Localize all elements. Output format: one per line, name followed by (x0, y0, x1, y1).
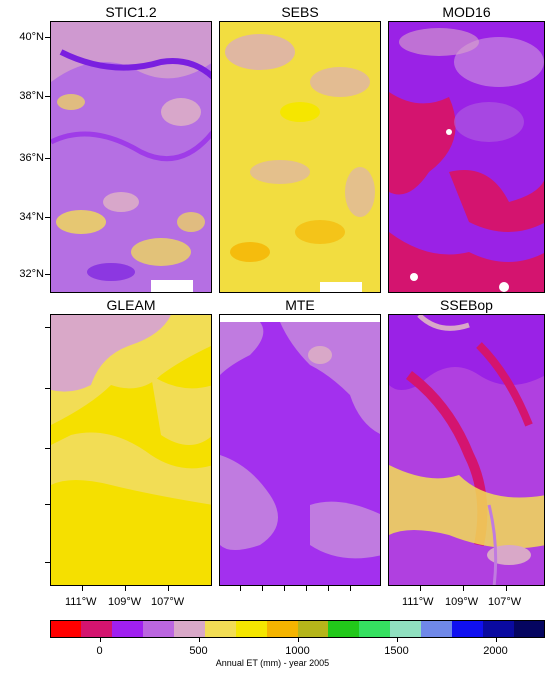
lon-tick (82, 586, 83, 591)
colorbar-cell (266, 620, 298, 638)
panel-title-sebs: SEBS (281, 4, 319, 20)
lat-tick (45, 37, 50, 38)
colorbar-tick (297, 638, 299, 642)
colorbar-tick-label: 2000 (483, 645, 508, 657)
colorbar-cell (359, 620, 391, 638)
colorbar-cell (142, 620, 175, 638)
lon-label-107w-right: 107°W (488, 596, 522, 608)
lon-label-111w-right: 111°W (402, 596, 434, 608)
lat-label-32n: 32°N (19, 268, 44, 280)
colorbar-tick (99, 638, 101, 642)
lon-tick (328, 586, 329, 591)
lon-label-111w: 111°W (65, 596, 97, 608)
lat-label-38n: 38°N (19, 90, 44, 102)
colorbar-cell (80, 620, 113, 638)
lon-tick (168, 586, 169, 591)
colorbar-cell (235, 620, 268, 638)
lon-tick (306, 586, 307, 591)
lon-tick (240, 586, 241, 591)
lon-label-109w-right: 109°W (445, 596, 479, 608)
map-gleam (51, 315, 211, 585)
panel-title-mod16: MOD16 (442, 4, 491, 20)
colorbar-cell (204, 620, 237, 638)
panel-title-mte: MTE (285, 297, 315, 313)
lat-tick (45, 327, 50, 328)
panel-title-gleam: GLEAM (106, 297, 156, 313)
colorbar-cell (483, 620, 515, 638)
map-panel-mte (219, 314, 381, 586)
lat-tick (45, 96, 50, 97)
map-ssebop (389, 315, 544, 585)
map-panel-stic (50, 21, 212, 293)
map-panel-ssebop (388, 314, 545, 586)
lon-tick (350, 586, 351, 591)
colorbar-tick-label: 0 (96, 645, 103, 657)
lat-tick (45, 388, 50, 389)
map-panel-mod16 (388, 21, 545, 293)
colorbar-tick (198, 638, 200, 642)
map-mte (220, 315, 380, 585)
colorbar-tick-label: 500 (189, 645, 208, 657)
colorbar-frame (50, 620, 545, 638)
map-stic (51, 22, 211, 292)
lon-tick (262, 586, 263, 591)
colorbar-cell (328, 620, 360, 638)
lat-tick (45, 562, 50, 563)
map-panel-gleam (50, 314, 212, 586)
colorbar-cell (111, 620, 144, 638)
lat-tick (45, 217, 50, 218)
colorbar-tick (495, 638, 497, 642)
colorbar-cell (390, 620, 422, 638)
colorbar-tick-label: 1500 (384, 645, 409, 657)
colorbar-title: Annual ET (mm) - year 2005 (215, 658, 330, 668)
lat-tick (45, 274, 50, 275)
map-panel-sebs (219, 21, 381, 293)
lat-label-40n: 40°N (19, 31, 44, 43)
colorbar-tick-label: 1000 (285, 645, 310, 657)
colorbar-cell (514, 620, 545, 638)
lat-label-36n: 36°N (19, 152, 44, 164)
lon-tick (420, 586, 421, 591)
lon-label-107w: 107°W (151, 596, 185, 608)
map-mod16 (389, 22, 544, 292)
colorbar-cell (297, 620, 329, 638)
colorbar-cell (173, 620, 206, 638)
colorbar-cell (50, 620, 82, 638)
colorbar-cell (452, 620, 484, 638)
panel-title-ssebop: SSEBop (440, 297, 493, 313)
lon-label-109w: 109°W (108, 596, 142, 608)
map-sebs (220, 22, 380, 292)
lat-tick (45, 448, 50, 449)
lon-tick (506, 586, 507, 591)
lon-tick (284, 586, 285, 591)
lat-label-34n: 34°N (19, 211, 44, 223)
colorbar-cell (421, 620, 453, 638)
lon-tick (463, 586, 464, 591)
panel-title-stic: STIC1.2 (105, 4, 157, 20)
lat-tick (45, 504, 50, 505)
colorbar-tick (396, 638, 398, 642)
lon-tick (125, 586, 126, 591)
lat-tick (45, 158, 50, 159)
